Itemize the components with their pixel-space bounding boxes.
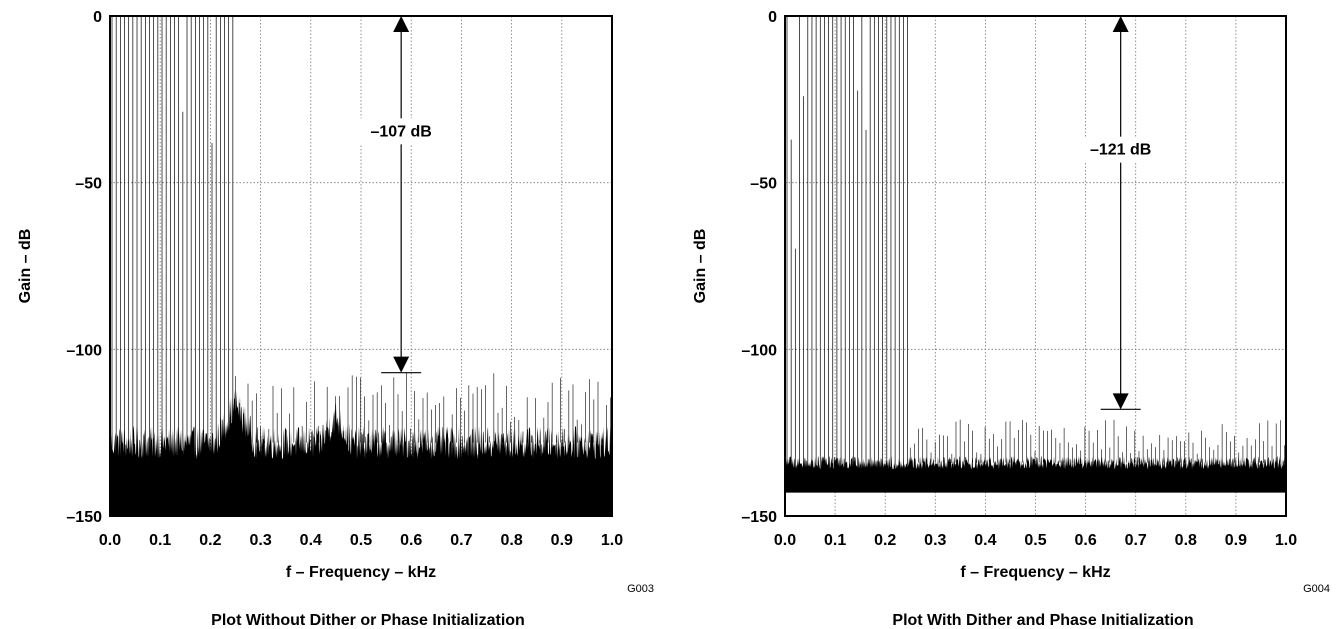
chart-caption: Plot With Dither and Phase Initializatio… [892, 612, 1193, 629]
x-tick-label: 0.6 [1074, 532, 1096, 549]
x-tick-label: 1.0 [1275, 532, 1297, 549]
x-tick-label: 0.8 [1175, 532, 1197, 549]
x-tick-label: 0.9 [551, 532, 573, 549]
x-tick-label: 0.2 [874, 532, 896, 549]
y-tick-label: –50 [75, 176, 102, 193]
x-tick-label: 0.3 [924, 532, 946, 549]
x-tick-label: 0.3 [249, 532, 271, 549]
y-tick-labels: 0 –50 –100 –150 [741, 9, 777, 526]
x-tick-labels: 0.0 0.1 0.2 0.3 0.4 0.5 0.6 0.7 0.8 0.9 … [99, 532, 623, 549]
x-tick-label: 0.8 [500, 532, 522, 549]
y-tick-label: –150 [66, 509, 102, 526]
x-tick-label: 0.7 [1125, 532, 1147, 549]
arrow-head-down [393, 357, 409, 373]
figure-id: G003 [627, 583, 654, 595]
x-tick-label: 0.5 [1024, 532, 1046, 549]
chart-caption: Plot Without Dither or Phase Initializat… [211, 612, 525, 629]
chart-with-dither: 0 –50 –100 –150 0.0 0.1 0.2 0.3 0.4 0.5 … [692, 9, 1330, 629]
y-tick-label: 0 [93, 9, 102, 26]
y-tick-labels: 0 –50 –100 –150 [66, 9, 102, 526]
dynamic-range-annotation: –107 dB [359, 16, 443, 373]
arrow-head-up [393, 16, 409, 32]
figure-id: G004 [1303, 583, 1330, 595]
x-tick-label: 0.0 [99, 532, 121, 549]
x-tick-label: 0.7 [450, 532, 472, 549]
x-tick-label: 0.2 [199, 532, 221, 549]
x-tick-label: 0.9 [1225, 532, 1247, 549]
y-axis-label: Gain – dB [17, 229, 34, 304]
x-tick-label: 0.4 [974, 532, 996, 549]
y-tick-label: –50 [750, 176, 777, 193]
x-tick-labels: 0.0 0.1 0.2 0.3 0.4 0.5 0.6 0.7 0.8 0.9 … [774, 532, 1297, 549]
x-tick-label: 0.5 [350, 532, 372, 549]
y-axis-label: Gain – dB [692, 229, 709, 304]
x-tick-label: 0.1 [824, 532, 846, 549]
x-tick-label: 0.4 [300, 532, 322, 549]
x-tick-label: 1.0 [601, 532, 623, 549]
x-tick-label: 0.0 [774, 532, 796, 549]
y-tick-label: 0 [768, 9, 777, 26]
gridlines [785, 16, 1286, 516]
dynamic-range-annotation: –121 dB [1079, 16, 1163, 409]
x-axis-label: f – Frequency – kHz [286, 564, 436, 581]
arrow-head-down [1113, 393, 1129, 409]
x-tick-label: 0.1 [149, 532, 171, 549]
y-tick-label: –100 [66, 342, 102, 359]
x-axis-label: f – Frequency – kHz [960, 564, 1110, 581]
annotation-label: –107 dB [370, 123, 431, 140]
y-tick-label: –150 [741, 509, 777, 526]
chart-without-dither: 0 –50 –100 –150 0.0 0.1 0.2 0.3 0.4 0.5 … [17, 9, 654, 629]
arrow-head-up [1113, 16, 1129, 32]
y-tick-label: –100 [741, 342, 777, 359]
annotation-label: –121 dB [1090, 142, 1151, 159]
x-tick-label: 0.6 [400, 532, 422, 549]
